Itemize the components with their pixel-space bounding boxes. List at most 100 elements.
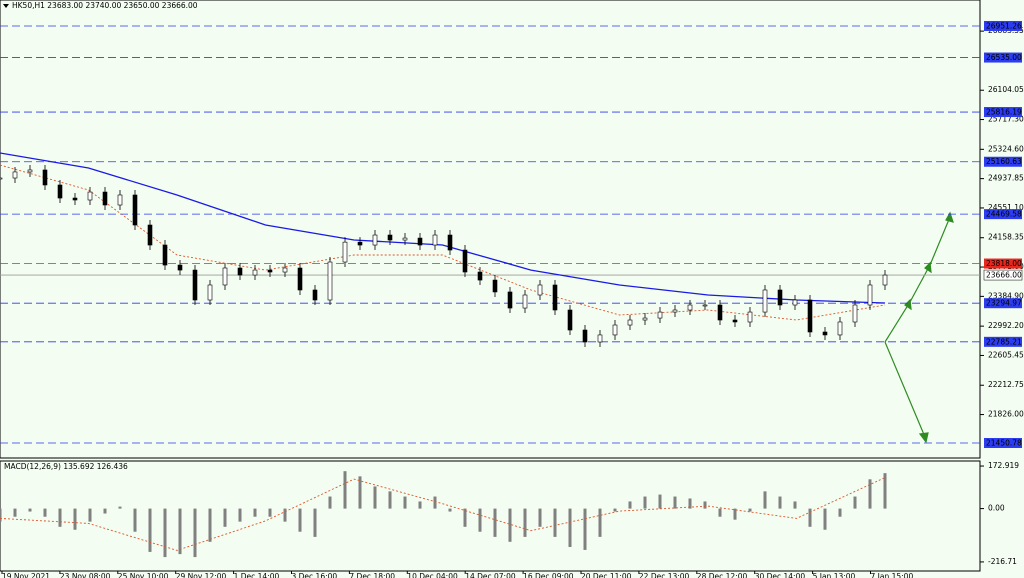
level-label-box	[984, 52, 1022, 63]
y-tick-label: 25717.30	[988, 115, 1024, 124]
candle	[702, 304, 708, 307]
macd-bar	[118, 506, 122, 509]
candle	[237, 267, 243, 276]
y-tick-label: 22992.20	[988, 321, 1024, 330]
candle	[642, 317, 648, 321]
level-label: 26535.00	[986, 53, 1022, 62]
y-tick-label: 22212.75	[988, 380, 1024, 389]
macd-title: MACD(12,26,9) 135.692 126.436	[4, 462, 128, 471]
macd-bar	[88, 508, 92, 522]
x-tick-label: 14 Dec 07:00	[465, 572, 516, 578]
macd-bar	[523, 508, 527, 537]
x-tick-label: 23 Nov 08:00	[60, 572, 111, 578]
x-tick-label: 3 Dec 16:00	[292, 572, 338, 578]
macd-bar	[148, 508, 152, 552]
candle	[807, 299, 813, 333]
candle	[177, 264, 183, 271]
x-tick-label: 20 Dec 11:00	[581, 572, 632, 578]
candle	[552, 284, 558, 311]
macd-bar	[253, 508, 257, 517]
candle	[27, 169, 33, 173]
macd-bar	[238, 508, 242, 522]
candle	[567, 309, 573, 331]
macd-bar	[193, 508, 197, 558]
macd-bar	[478, 508, 482, 532]
level-label-box	[984, 20, 1022, 31]
x-tick-label: 7 Jan 15:00	[871, 572, 914, 578]
macd-bar	[628, 501, 632, 509]
y-tick-label: 23384.90	[988, 291, 1024, 300]
macd-bar	[298, 508, 302, 532]
macd-bar	[493, 508, 497, 537]
candle	[672, 309, 678, 313]
candle	[312, 289, 318, 301]
macd-bar	[703, 501, 707, 509]
macd-bar	[328, 496, 332, 509]
y-tick-label: 24937.85	[988, 174, 1024, 183]
candle	[162, 244, 168, 266]
candle	[12, 171, 18, 179]
x-tick-label: 30 Dec 14:00	[755, 572, 806, 578]
x-tick-label: 19 Nov 2021	[2, 572, 50, 578]
candle	[297, 267, 303, 291]
level-label-box	[984, 156, 1022, 167]
candle	[492, 279, 498, 293]
candle	[207, 284, 213, 301]
macd-bar	[343, 471, 347, 509]
macd-bar	[373, 486, 377, 509]
y-tick-label: 25324.60	[988, 144, 1024, 153]
candle	[372, 234, 378, 246]
level-label-box	[983, 269, 1023, 281]
price-frame	[0, 0, 981, 459]
forecast-arrows	[884, 211, 954, 444]
macd-bar	[613, 508, 617, 512]
macd-bar	[553, 508, 557, 537]
macd-bar	[283, 508, 287, 522]
x-tick-label: 5 Jan 13:00	[813, 572, 856, 578]
macd-bar	[418, 501, 422, 509]
candle	[597, 334, 603, 343]
menu-arrow[interactable]	[3, 4, 9, 8]
level-label: 25160.63	[986, 157, 1022, 166]
x-tick-label: 16 Dec 09:00	[523, 572, 574, 578]
candle	[117, 194, 123, 206]
macd-bar	[73, 508, 77, 530]
level-label-box	[984, 258, 1022, 269]
candle	[882, 274, 888, 286]
macd-bar	[778, 496, 782, 509]
candle	[582, 329, 588, 343]
macd-bar	[808, 508, 812, 527]
candle	[477, 271, 483, 281]
candle	[762, 289, 768, 313]
candle	[822, 331, 828, 336]
moving-average	[0, 152, 886, 304]
candle	[87, 191, 93, 201]
macd-bar	[748, 508, 752, 512]
macd-bar	[58, 508, 62, 527]
x-tick-label: 25 Nov 10:00	[118, 572, 169, 578]
macd-bar	[103, 508, 107, 514]
candle	[522, 294, 528, 309]
level-label: 23666.00	[986, 271, 1022, 280]
candle	[867, 284, 873, 306]
level-label: 26951.26	[986, 21, 1022, 30]
macd-bar	[883, 473, 887, 509]
candle	[132, 194, 138, 226]
candle	[147, 224, 153, 246]
level-label: 23294.97	[986, 299, 1022, 308]
x-tick-label: 1 Dec 14:00	[234, 572, 280, 578]
macd-bar	[178, 508, 182, 555]
macd-bar	[13, 508, 17, 517]
macd-bar	[673, 496, 677, 509]
signal-line	[0, 477, 886, 551]
macd-bar	[358, 476, 362, 509]
macd-bar	[0, 508, 2, 522]
x-tick-label: 7 Dec 18:00	[349, 572, 395, 578]
candle	[342, 241, 348, 263]
macd-bar	[793, 501, 797, 509]
candle	[657, 311, 663, 319]
candle	[357, 241, 363, 246]
candle	[282, 267, 288, 273]
candle	[387, 234, 393, 241]
macd-bar	[448, 508, 452, 512]
